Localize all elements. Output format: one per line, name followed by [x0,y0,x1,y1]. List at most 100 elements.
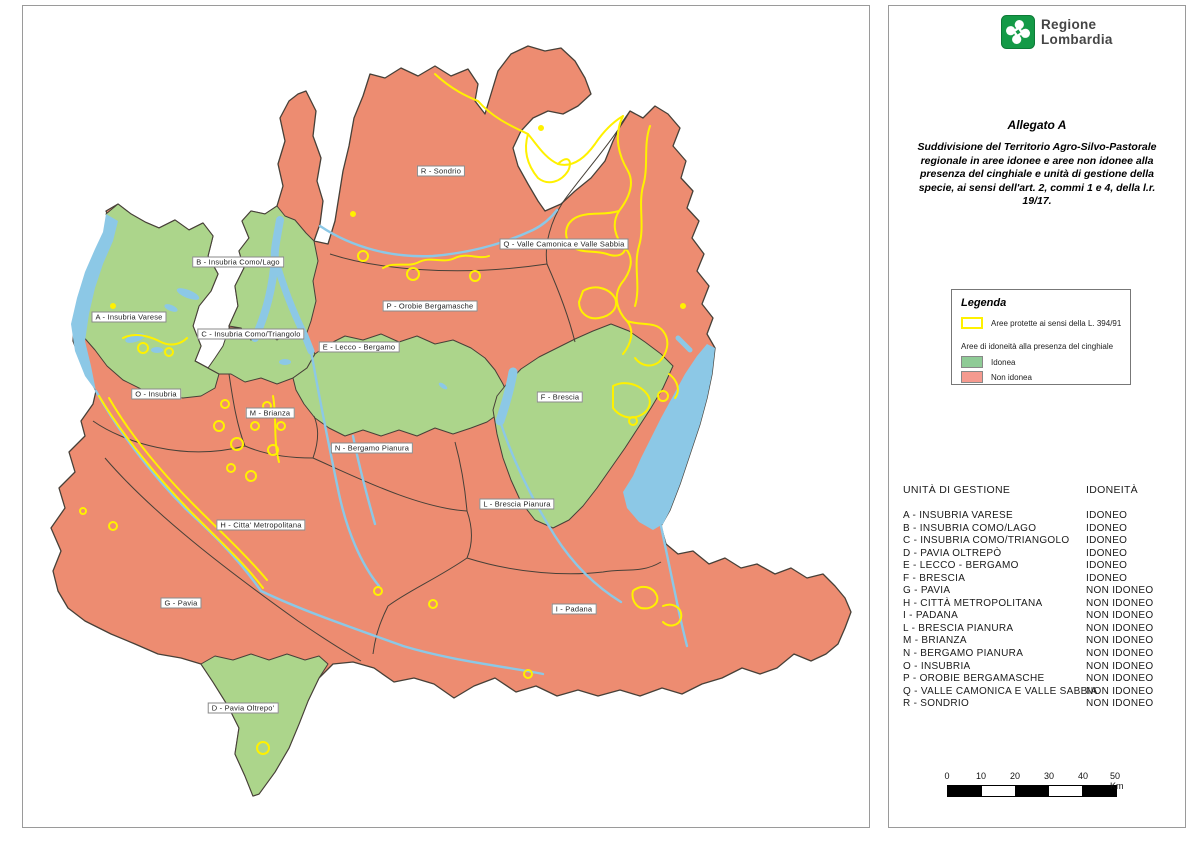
scale-bar-segments [947,785,1117,797]
logo-text: Regione Lombardia [1041,17,1113,47]
unit-name: H - CITTÀ METROPOLITANA [903,597,1043,609]
scale-tick-label: 10 [975,771,987,781]
map-unit-label: L - Brescia Pianura [479,498,555,510]
lake-lugano [176,288,200,300]
unit-status: NON IDONEO [1086,635,1154,647]
map-unit-label: Q - Valle Camonica e Valle Sabbia [499,238,629,250]
units-table: UNITÀ DI GESTIONE IDONEITÀ A - INSUBRIA … [903,484,1173,709]
map-unit-label: A - Insubria Varese [91,311,167,323]
table-row: M - BRIANZA NON IDONEO [903,635,1173,648]
legend: Legenda Aree protette ai sensi della L. … [951,289,1131,385]
legend-subtitle: Aree di idoneità alla presenza del cingh… [961,342,1114,351]
info-panel: Regione Lombardia Allegato A Suddivision… [888,5,1186,828]
map-unit-label: E - Lecco - Bergamo [318,341,400,353]
table-row: A - INSUBRIA VARESE IDONEO [903,510,1173,523]
table-row: I - PADANA NON IDONEO [903,610,1173,623]
logo-line2: Lombardia [1041,32,1113,47]
unit-name: E - LECCO - BERGAMO [903,560,1019,572]
unit-status: IDONEO [1086,547,1128,559]
unit-status: NON IDONEO [1086,648,1154,660]
units-table-rows: A - INSUBRIA VARESE IDONEO B - INSUBRIA CO… [903,510,1173,711]
table-row: H - CITTÀ METROPOLITANA NON IDONEO [903,598,1173,611]
lake-small [151,347,163,353]
unit-status: NON IDONEO [1086,673,1154,685]
region-f-brescia [492,323,674,529]
unit-name: P - OROBIE BERGAMASCHE [903,673,1045,685]
legend-title: Legenda [961,297,1007,309]
table-row: E - LECCO - BERGAMO IDONEO [903,560,1173,573]
unit-name: M - BRIANZA [903,635,967,647]
unit-name: B - INSUBRIA COMO/LAGO [903,522,1037,534]
unit-name: N - BERGAMO PIANURA [903,648,1024,660]
scale-tick-label: 30 [1043,771,1055,781]
table-row: P - OROBIE BERGAMASCHE NON IDONEO [903,673,1173,686]
unit-status: IDONEO [1086,560,1128,572]
region-d-pavia-oltrepo [200,653,329,797]
protected-areas [79,73,686,755]
scale-bar-ticks: 0 10 20 30 40 50 Km [944,771,1123,791]
table-row: Q - VALLE CAMONICA E VALLE SABBIA NON IDO… [903,686,1173,699]
unit-status: NON IDONEO [1086,622,1154,634]
map-description: Suddivisione del Territorio Agro-Silvo-P… [917,141,1157,207]
scale-bar: 0 10 20 30 40 50 Km [944,771,1124,797]
scale-tick-label: 20 [1009,771,1021,781]
logo-line1: Regione [1041,17,1097,32]
table-row: C - INSUBRIA COMO/TRIANGOLO IDONEO [903,535,1173,548]
attachment-title: Allegato A [1007,118,1067,132]
unit-name: G - PAVIA [903,585,951,597]
unit-status: NON IDONEO [1086,685,1154,697]
scale-tick-label: 0 [944,771,950,781]
unit-name: D - PAVIA OLTREPÒ [903,547,1002,559]
unit-name: O - INSUBRIA [903,660,971,672]
unit-name: R - SONDRIO [903,698,970,710]
legend-row-idonea: Idonea [961,356,1015,368]
scale-segment [1015,786,1050,796]
unit-name: F - BRESCIA [903,572,966,584]
non-idonea-swatch [961,371,983,383]
rosa-camuna-icon [1001,15,1035,49]
map-unit-label: F - Brescia [536,391,584,403]
table-row: G - PAVIA NON IDONEO [903,585,1173,598]
unit-name: Q - VALLE CAMONICA E VALLE SABBIA [903,685,1098,697]
map-unit-label: I - Padana [551,603,597,615]
legend-row-protected: Aree protette ai sensi della L. 394/91 [961,317,1121,329]
unit-status: NON IDONEO [1086,597,1154,609]
legend-row-non-idonea: Non idonea [961,371,1032,383]
map-unit-label: D - Pavia Oltrepo' [207,702,279,714]
unit-name: C - INSUBRIA COMO/TRIANGOLO [903,535,1070,547]
table-row: N - BERGAMO PIANURA NON IDONEO [903,648,1173,661]
lake-iseo [495,367,518,426]
idonea-swatch [961,356,983,368]
units-table-header: UNITÀ DI GESTIONE IDONEITÀ [903,484,1173,497]
table-row: F - BRESCIA IDONEO [903,573,1173,586]
unit-name: L - BRESCIA PIANURA [903,622,1014,634]
scale-segment [948,786,982,796]
map-unit-label: P - Orobie Bergamasche [382,300,478,312]
table-row: L - BRESCIA PIANURA NON IDONEO [903,623,1173,636]
idonea-label: Idonea [991,357,1016,367]
scale-tick-label: 40 [1077,771,1089,781]
lakes [71,214,715,530]
unit-status: IDONEO [1086,572,1128,584]
lake-maggiore [71,214,118,391]
map-unit-label: G - Pavia [160,597,202,609]
map-unit-label: H - Citta' Metropolitana [216,519,306,531]
column-header-suitability: IDONEITÀ [1086,484,1138,496]
lake-garda [623,344,715,530]
unit-status: IDONEO [1086,510,1128,521]
unit-status: IDONEO [1086,522,1128,534]
protected-area-swatch [961,317,983,329]
table-row: B - INSUBRIA COMO/LAGO IDONEO [903,523,1173,536]
unit-status: NON IDONEO [1086,698,1154,710]
column-header-units: UNITÀ DI GESTIONE [903,484,1011,496]
unit-status: NON IDONEO [1086,610,1154,622]
lake-small [164,304,178,312]
lombardy-map [50,45,852,797]
map-panel: R - Sondrio Q - Valle Camonica e Valle Sa… [22,5,870,828]
table-row: O - INSUBRIA NON IDONEO [903,661,1173,674]
scale-segment [981,786,1016,796]
protected-area-label: Aree protette ai sensi della L. 394/91 [991,318,1122,328]
map-unit-label: C - Insubria Como/Triangolo [197,328,305,340]
scale-segment [1083,786,1116,796]
